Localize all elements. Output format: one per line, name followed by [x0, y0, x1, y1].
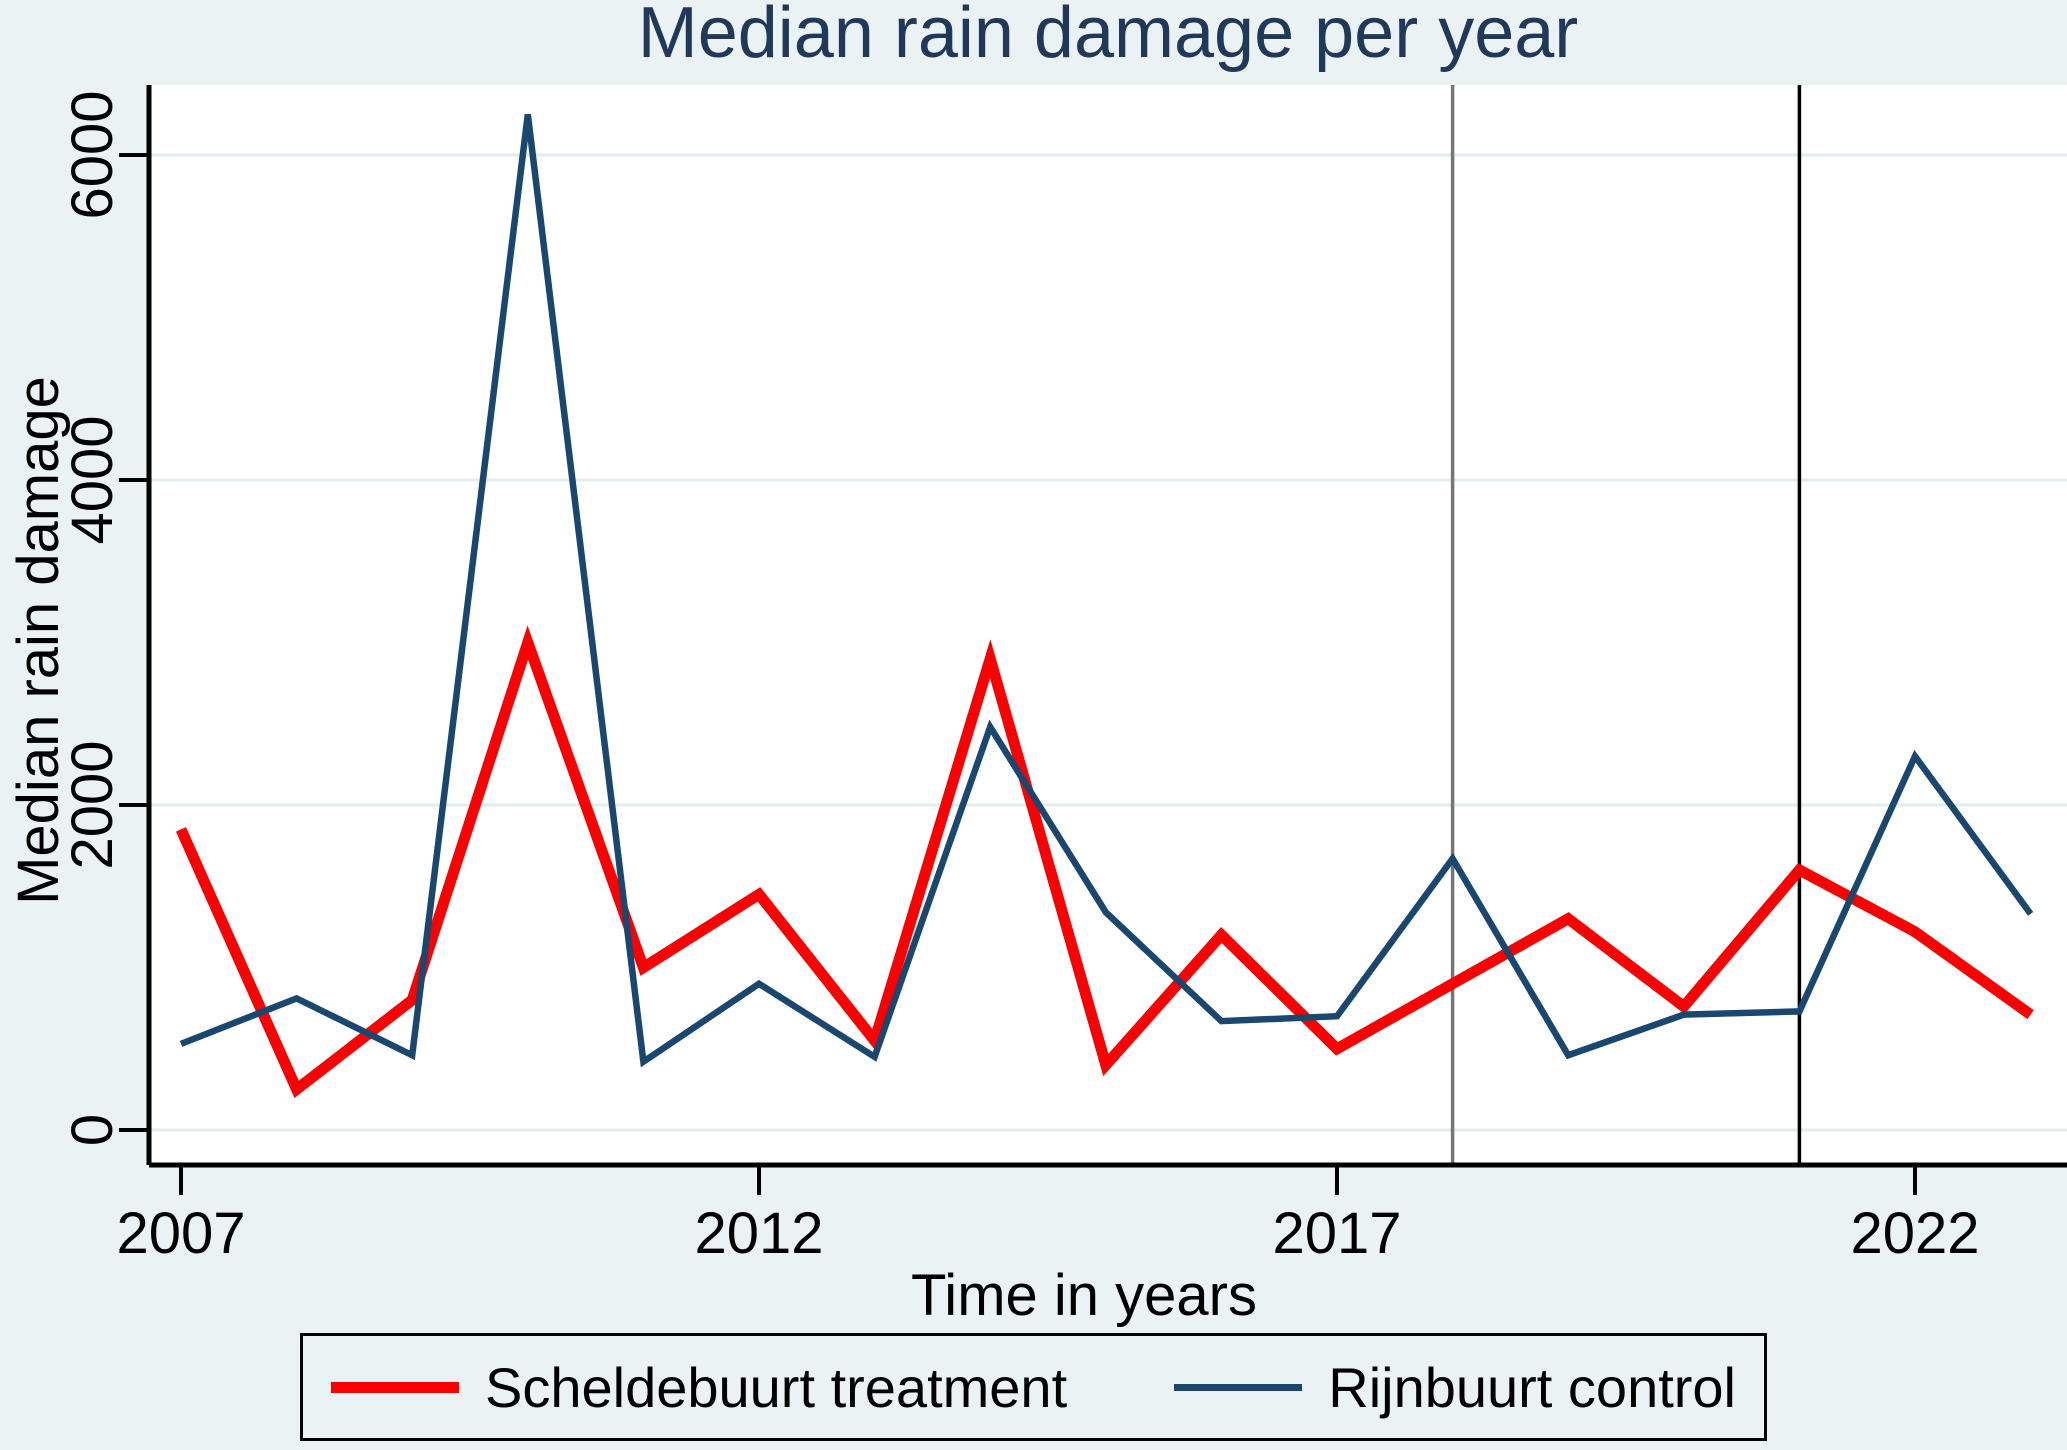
x-tick-label-2007: 2007 [116, 1201, 245, 1266]
plot-background [149, 85, 2067, 1165]
x-tick-label-2022: 2022 [1850, 1201, 1979, 1266]
legend-item-control: Rijnbuurt control [1174, 1355, 1736, 1420]
legend-label-control: Rijnbuurt control [1328, 1355, 1736, 1419]
x-axis-title: Time in years [911, 1263, 1257, 1328]
legend: Scheldebuurt treatment Rijnbuurt control [300, 1333, 1767, 1441]
x-tick-label-2012: 2012 [694, 1201, 823, 1266]
y-tick-label-0: 0 [60, 1114, 125, 1146]
y-tick-label-4000: 4000 [60, 415, 125, 544]
chart-title: Median rain damage per year [637, 0, 1579, 73]
y-axis-title: Median rain damage [5, 375, 71, 905]
legend-item-treatment: Scheldebuurt treatment [331, 1355, 1067, 1420]
series-line-treatment [175, 625, 2034, 1099]
control-line-sample [1174, 1383, 1303, 1391]
y-axis-title-box: Median rain damage [0, 20, 76, 1260]
series-line-control [179, 113, 2034, 1068]
x-tick-label-2017: 2017 [1272, 1201, 1401, 1266]
treatment-line-sample [331, 1381, 459, 1393]
legend-label-treatment: Scheldebuurt treatment [485, 1355, 1068, 1419]
y-tick-label-6000: 6000 [60, 90, 125, 219]
y-tick-label-2000: 2000 [60, 740, 125, 869]
